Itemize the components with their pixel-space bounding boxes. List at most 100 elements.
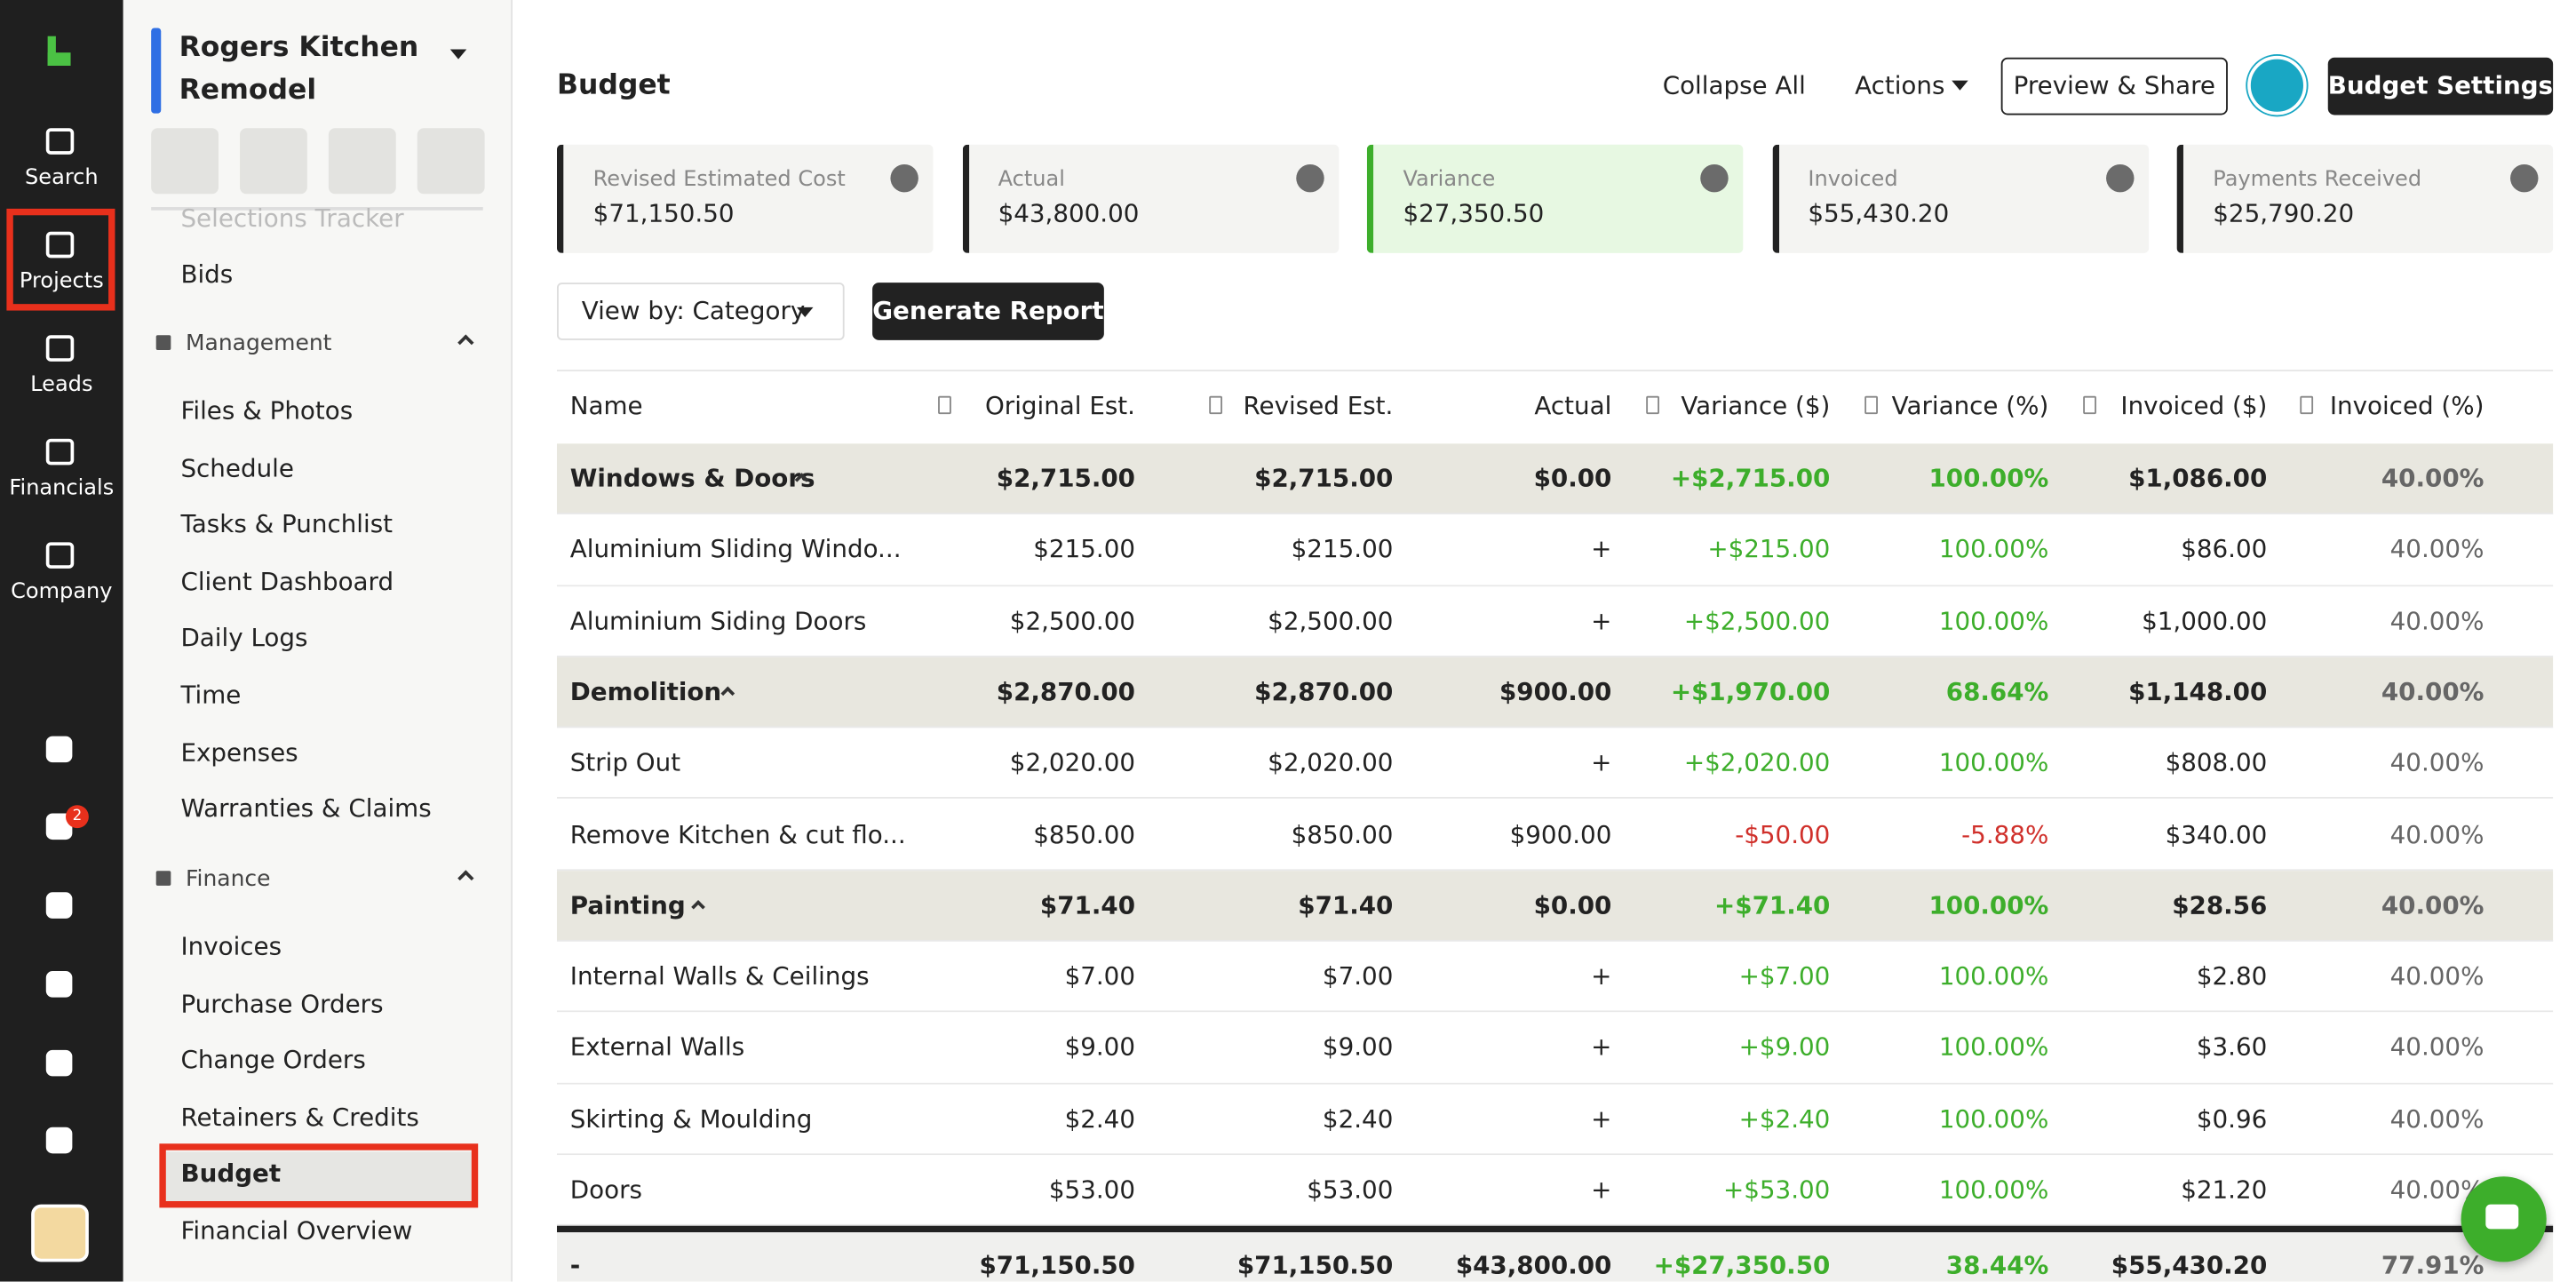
nav-icon[interactable] (45, 736, 73, 763)
tool-button[interactable] (151, 128, 219, 195)
sidebar-item[interactable]: Retainers & Credits (180, 1102, 419, 1132)
item-cell: $1,000.00 (2142, 605, 2268, 636)
group-cell: 100.00% (1928, 463, 2049, 493)
active-highlight (159, 1143, 479, 1209)
info-icon[interactable] (890, 163, 918, 193)
sidebar-item[interactable]: Purchase Orders (180, 988, 384, 1018)
item-cell: Aluminium Siding Doors (569, 605, 867, 636)
sidebar-item[interactable]: Invoices (180, 931, 282, 961)
header-button[interactable]: Collapse All (1662, 70, 1806, 100)
nav-label[interactable]: Projects (19, 269, 104, 295)
tool-button[interactable] (240, 128, 307, 195)
column-header[interactable]: Variance ($) (1681, 391, 1831, 421)
section-title[interactable]: Management (185, 330, 332, 357)
column-icon (1864, 395, 1879, 415)
nav-icon[interactable] (45, 892, 73, 919)
item-cell: $2.40 (1322, 1103, 1394, 1134)
total-rule (556, 1225, 2554, 1233)
sidebar-item[interactable]: Daily Logs (180, 623, 308, 653)
nav-icon[interactable] (45, 1049, 73, 1077)
sidebar-item[interactable]: Schedule (180, 452, 294, 483)
info-icon[interactable] (1295, 163, 1324, 193)
item-cell: $9.00 (1064, 1032, 1136, 1063)
header-button[interactable]: Preview & Share (2000, 57, 2228, 115)
nav-label[interactable]: Leads (30, 372, 93, 398)
group-cell: $2,715.00 (1254, 463, 1394, 493)
active-item-bg (165, 1152, 472, 1206)
item-cell: 100.00% (1938, 605, 2049, 636)
nav-icon[interactable] (45, 542, 75, 569)
item-cell: 40.00% (2389, 1032, 2485, 1063)
item-cell: $7.00 (1064, 961, 1136, 991)
tool-button[interactable] (417, 128, 485, 195)
sidebar-item[interactable]: Time (180, 680, 242, 710)
project-name[interactable]: Rogers Kitchen Remodel (179, 31, 419, 107)
info-icon[interactable] (2105, 163, 2134, 193)
nav-icon[interactable] (45, 128, 75, 155)
table-row[interactable] (556, 443, 2554, 515)
card-label: Variance (1403, 167, 1496, 193)
sidebar-item[interactable]: Warranties & Claims (180, 793, 432, 824)
sidebar-item[interactable]: Bids (180, 259, 234, 290)
table-row (556, 1155, 2554, 1227)
nav-icon[interactable] (45, 1127, 73, 1154)
item-cell: $850.00 (1033, 818, 1136, 849)
table-row[interactable] (556, 657, 2554, 729)
group-cell: +$2,715.00 (1670, 463, 1831, 493)
sidebar (123, 0, 513, 1282)
item-cell: 100.00% (1938, 747, 2049, 778)
nav-icon[interactable] (45, 335, 75, 362)
item-cell: $53.00 (1048, 1175, 1136, 1205)
nav-icon[interactable] (45, 231, 75, 259)
section-icon (155, 871, 171, 886)
nav-label[interactable]: Company (11, 579, 113, 605)
header-button[interactable]: Budget Settings (2327, 57, 2554, 115)
sidebar-item[interactable]: Financial Overview (180, 1215, 413, 1246)
item-cell: $2,500.00 (1009, 605, 1136, 636)
nav-icon[interactable] (45, 971, 73, 998)
column-header[interactable]: Original Est. (984, 391, 1136, 421)
nav-label[interactable]: Financials (9, 476, 115, 502)
item-cell: $215.00 (1033, 534, 1136, 564)
generate-report-button[interactable]: Generate Report (872, 283, 1104, 340)
chat-icon (2485, 1204, 2519, 1230)
total-cell: $43,800.00 (1455, 1250, 1612, 1280)
tool-button[interactable] (328, 128, 396, 195)
sidebar-item[interactable]: Change Orders (180, 1045, 366, 1075)
info-icon[interactable] (2510, 163, 2539, 193)
nav-icon[interactable] (45, 438, 75, 466)
view-by-select[interactable]: View by: Category (556, 283, 845, 340)
info-icon[interactable] (1700, 163, 1729, 193)
nav-label[interactable]: Search (25, 165, 99, 191)
table-row[interactable] (556, 870, 2554, 942)
column-header[interactable]: Revised Est. (1243, 391, 1394, 421)
sidebar-item[interactable]: Selections Tracker (180, 203, 404, 234)
header-button[interactable]: Actions (1855, 70, 1945, 100)
sidebar-item[interactable]: Budget (180, 1159, 282, 1189)
dropdown-caret (1952, 80, 1968, 91)
sidebar-item[interactable]: Tasks & Punchlist (180, 509, 394, 539)
item-cell: $2,500.00 (1268, 605, 1394, 636)
item-cell: -5.88% (1961, 818, 2049, 849)
group-cell: 40.00% (2381, 890, 2485, 920)
section-title[interactable]: Finance (185, 865, 271, 893)
item-cell: $808.00 (2165, 747, 2268, 778)
group-cell: $2,715.00 (996, 463, 1136, 493)
nav-badge: 2 (65, 805, 89, 829)
group-cell: $0.00 (1533, 463, 1612, 493)
app-logo[interactable] (31, 1204, 89, 1262)
logo (47, 36, 71, 66)
column-header[interactable]: Variance (%) (1891, 391, 2049, 421)
sidebar-item[interactable]: Files & Photos (180, 395, 354, 426)
item-cell: +$9.00 (1738, 1032, 1831, 1063)
avatar[interactable] (2247, 55, 2307, 115)
column-header[interactable]: Invoiced ($) (2120, 391, 2268, 421)
summary-card: Invoiced $55,430.20 (1771, 144, 2149, 253)
sidebar-item[interactable]: Expenses (180, 737, 298, 767)
item-cell: Doors (569, 1175, 642, 1205)
sidebar-item[interactable]: Client Dashboard (180, 566, 394, 596)
nav-bar (0, 0, 123, 1282)
item-cell: + (1591, 1032, 1612, 1063)
column-header[interactable]: Invoiced (%) (2329, 391, 2485, 421)
card-value: $25,790.20 (2213, 198, 2355, 229)
